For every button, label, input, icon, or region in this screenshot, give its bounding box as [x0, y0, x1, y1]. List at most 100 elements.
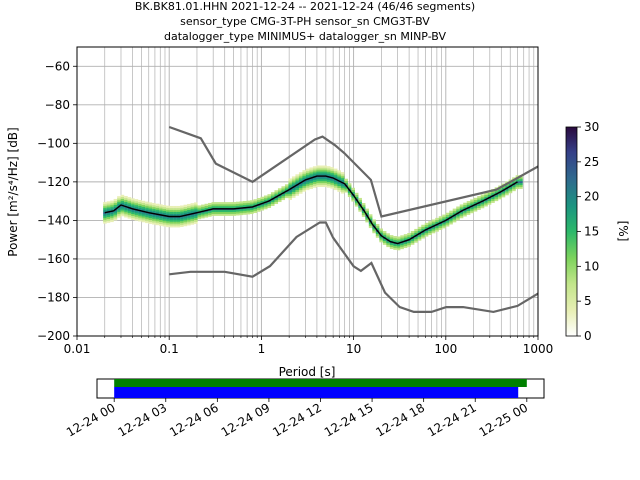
heatmap-cell [246, 202, 251, 205]
heatmap-cell [456, 208, 460, 211]
heatmap-cell [249, 200, 254, 203]
heatmap-cell [145, 220, 149, 224]
heatmap-cell [190, 208, 195, 212]
nhnm-line [168, 125, 538, 218]
heatmap-cell [389, 238, 394, 242]
heatmap-cell [312, 174, 317, 177]
heatmap-cell [407, 232, 411, 236]
heatmap-cell [263, 207, 268, 210]
heatmap-cell [256, 201, 261, 205]
heatmap-cell [340, 172, 345, 175]
heatmap-cell [235, 213, 240, 216]
heatmap-cell [229, 204, 233, 207]
heatmap-cell [225, 213, 230, 216]
coverage-blue-bar [114, 387, 519, 398]
heatmap-cell [148, 210, 153, 213]
heatmap-cell [319, 182, 324, 186]
heatmap-cell [242, 204, 247, 208]
heatmap-cell [337, 172, 341, 175]
heatmap-cell [484, 194, 488, 197]
heatmap-cell [473, 197, 478, 201]
heatmap-cell [456, 214, 460, 217]
heatmap-cell [498, 189, 502, 192]
heatmap-cell [148, 219, 153, 222]
heatmap-cell [512, 185, 516, 188]
heatmap-cell [162, 212, 167, 215]
heatmap-cell [159, 221, 163, 224]
heatmap-cell [487, 202, 492, 205]
heatmap-cell [309, 184, 314, 188]
heatmap-cell [365, 216, 369, 219]
heatmap-cell [131, 213, 135, 216]
heatmap-cell [333, 185, 338, 189]
heatmap-cell [134, 210, 139, 213]
heatmap-cell [134, 216, 139, 219]
heatmap-cell [295, 185, 300, 189]
heatmap-cell [302, 187, 307, 190]
heatmap-cell [131, 209, 135, 213]
heatmap-cell [222, 204, 226, 207]
heatmap-cell [239, 210, 244, 214]
heatmap-cell [117, 209, 121, 212]
heatmap-cell [281, 195, 286, 199]
heatmap-cell [120, 208, 125, 211]
heatmap-cell [480, 194, 485, 197]
heatmap-cell [162, 220, 167, 223]
heatmap-cell [491, 192, 495, 196]
heatmap-cell [375, 225, 380, 229]
heatmap-cell [169, 213, 174, 216]
heatmap-cell [501, 195, 506, 198]
heatmap-cell [466, 208, 471, 211]
heatmap-cell [501, 193, 506, 196]
heatmap-cell [246, 204, 251, 207]
heatmap-cell [519, 186, 523, 189]
heatmap-cell [309, 182, 314, 186]
heatmap-cell [176, 209, 181, 213]
heatmap-cell [312, 166, 317, 169]
heatmap-cell [159, 223, 163, 226]
heatmap-cell [323, 169, 327, 172]
heatmap-cell [110, 214, 114, 217]
heatmap-cell [340, 174, 345, 177]
heatmap-cell [152, 203, 156, 206]
heatmap-cell [106, 214, 111, 218]
heatmap-cell [187, 223, 191, 226]
heatmap-cell [152, 208, 156, 212]
heatmap-cell [302, 181, 307, 184]
heatmap-cell [466, 204, 471, 208]
heatmap-cell [375, 233, 380, 236]
heatmap-cell [407, 236, 411, 240]
heatmap-cell [305, 182, 310, 185]
heatmap-cell [138, 205, 142, 208]
heatmap-cell [190, 205, 195, 208]
heatmap-cell [190, 207, 195, 210]
heatmap-cell [180, 211, 184, 214]
heatmap-cell [414, 230, 418, 234]
heatmap-cell [372, 219, 376, 222]
heatmap-cell [491, 198, 495, 201]
heatmap-cell [330, 186, 334, 189]
heatmap-cell [428, 223, 432, 226]
colorbar-tick-label: 10 [584, 259, 599, 273]
heatmap-cell [445, 222, 450, 225]
heatmap-cell [256, 205, 261, 208]
heatmap-cell [253, 210, 258, 214]
heatmap-cell [515, 179, 520, 182]
heatmap-cell [256, 199, 261, 203]
heatmap-cell [400, 239, 404, 242]
heatmap-cell [368, 218, 373, 221]
heatmap-cell [277, 192, 282, 195]
heatmap-cell [463, 206, 467, 209]
heatmap-cell [187, 217, 191, 220]
heatmap-cell [417, 234, 422, 237]
heatmap-cell [326, 173, 331, 177]
heatmap-cell [180, 222, 184, 226]
heatmap-cell [302, 174, 307, 177]
heatmap-cell [309, 171, 314, 174]
heatmap-cell [145, 209, 149, 212]
heatmap-cell [267, 201, 272, 205]
y-tick-label: −140 [37, 213, 70, 227]
heatmap-cell [176, 219, 181, 222]
